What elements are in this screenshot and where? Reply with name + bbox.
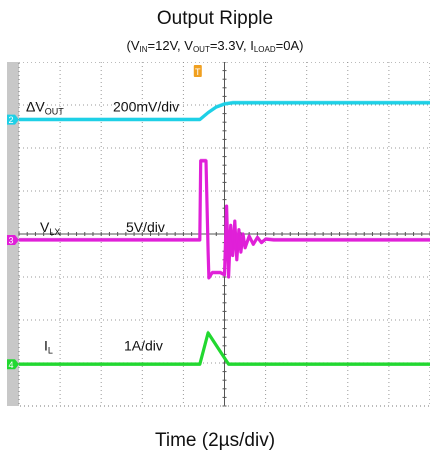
series-name-main: I [44,337,48,353]
vin-label: V [130,38,140,53]
trace-vout-noise [19,100,430,119]
channel-badge-il: 4 [7,359,19,370]
vin-value: =12V, [147,38,185,53]
trace-vlx-noise [19,158,430,278]
channel-number: 2 [8,115,13,125]
channel-badge-shape [7,235,19,246]
channel-badge-vout: 2 [7,114,19,125]
trace-il-noise [19,330,430,364]
chart-title: Output Ripple [156,8,274,29]
vin-sub: IN [139,45,148,54]
channel-number: 4 [8,360,13,370]
trigger-marker [193,65,202,77]
trigger-marker-label: T [195,67,201,77]
iload-sub: LOAD [253,45,276,54]
series-scale-vout: 200mV/div [113,99,179,115]
trace-vout [19,101,430,122]
series-name-sub: LX [49,227,60,237]
channel-badge-shape [7,359,19,370]
traces [19,100,430,366]
iload-value: =0A [275,38,300,53]
series-name-il: IL [44,337,53,355]
channel-number: 3 [8,236,13,246]
vout-label: V [184,38,193,53]
series-name-main: V [40,219,50,235]
series-scale-vlx: 5V/div [126,219,165,235]
series-name-main: ΔV [26,99,45,115]
iload-label: I [250,38,254,53]
series-name-vout: ΔVOUT [26,99,64,117]
oscilloscope-plot: T 2 ΔVOUT 200mV/div 3 VLX 5V/div 4 IL 1A/div [7,62,430,407]
x-axis-label: Time (2µs/div) [154,430,276,451]
scope-left-bar [7,62,19,406]
vout-value: =3.3V, [209,38,251,53]
trace-labels: 2 ΔVOUT 200mV/div 3 VLX 5V/div 4 IL 1A/div [7,99,179,370]
chart-subtitle: (VIN=12V, VOUT=3.3V, ILOAD=0A) [126,38,304,54]
plot-border [18,62,430,407]
series-name-vlx: VLX [40,219,60,237]
channel-badge-shape [7,114,19,125]
series-name-sub: L [48,345,53,355]
series-scale-il: 1A/div [124,337,163,353]
channel-badge-vlx: 3 [7,235,19,246]
vout-sub: OUT [192,45,210,54]
series-name-sub: OUT [45,107,65,117]
